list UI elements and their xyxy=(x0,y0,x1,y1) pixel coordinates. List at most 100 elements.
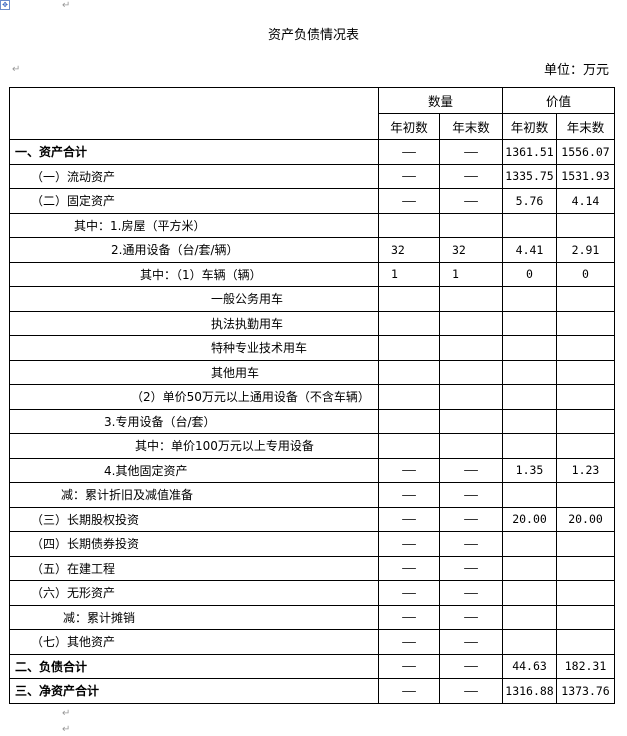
cell-v-end xyxy=(556,629,615,655)
cell-v-begin: 5.76 xyxy=(502,188,557,214)
cell-q-end: —— xyxy=(439,580,503,606)
table-row: （六）无形资产 —— —— xyxy=(9,580,615,606)
cell-v-end xyxy=(556,555,615,581)
cell-q-begin xyxy=(378,384,440,410)
row-label: 二、负债合计 xyxy=(9,653,379,679)
row-label: （2）单价50万元以上通用设备（不含车辆） xyxy=(9,384,379,410)
table-move-handle-icon[interactable]: ✥ xyxy=(0,0,10,10)
cell-v-begin xyxy=(502,555,557,581)
cell-v-begin xyxy=(502,286,557,312)
paragraph-mark-icon: ↵ xyxy=(62,0,71,11)
cell-q-begin: —— xyxy=(378,531,440,557)
row-label: （四）长期债券投资 xyxy=(9,531,379,557)
cell-v-begin xyxy=(502,359,557,385)
header-quantity-end: 年末数 xyxy=(439,113,503,140)
table-row: （二）固定资产 —— —— 5.76 4.14 xyxy=(9,188,615,214)
cell-q-begin: 1 xyxy=(378,261,440,287)
cell-v-begin xyxy=(502,433,557,459)
table-header-row: 数量 价值 xyxy=(9,87,615,140)
cell-q-begin: —— xyxy=(378,555,440,581)
row-label: 其中：1.房屋（平方米） xyxy=(9,212,379,238)
cell-v-end xyxy=(556,408,615,434)
table-row: 其中：单价100万元以上专用设备 xyxy=(9,433,615,459)
row-label: （一）流动资产 xyxy=(9,163,379,189)
row-label: 一般公务用车 xyxy=(9,286,379,312)
cell-q-begin: —— xyxy=(378,188,440,214)
cell-v-begin: 1316.88 xyxy=(502,678,557,704)
cell-q-end: —— xyxy=(439,531,503,557)
cell-q-begin xyxy=(378,286,440,312)
cell-v-end xyxy=(556,433,615,459)
table-row: （2）单价50万元以上通用设备（不含车辆） xyxy=(9,384,615,410)
table-row: 2.通用设备（台/套/辆） 32 32 4.41 2.91 xyxy=(9,237,615,263)
cell-q-begin xyxy=(378,212,440,238)
header-blank-cell xyxy=(9,87,379,140)
cell-v-end xyxy=(556,531,615,557)
row-label: 一、资产合计 xyxy=(9,139,379,165)
cell-v-end: 0 xyxy=(556,261,615,287)
cell-q-begin: —— xyxy=(378,482,440,508)
cell-v-end xyxy=(556,482,615,508)
cell-v-begin xyxy=(502,335,557,361)
cell-v-end: 2.91 xyxy=(556,237,615,263)
cell-q-begin: —— xyxy=(378,678,440,704)
table-row: 其中：（1）车辆（辆） 1 1 0 0 xyxy=(9,261,615,287)
paragraph-mark-icon: ↵ xyxy=(12,64,21,75)
cell-v-begin: 20.00 xyxy=(502,506,557,532)
cell-q-end: —— xyxy=(439,604,503,630)
cell-q-begin: —— xyxy=(378,629,440,655)
cell-q-end: —— xyxy=(439,457,503,483)
row-label: 2.通用设备（台/套/辆） xyxy=(9,237,379,263)
cell-q-begin: —— xyxy=(378,139,440,165)
table-row: 二、负债合计 —— —— 44.63 182.31 xyxy=(9,653,615,679)
cell-v-begin xyxy=(502,212,557,238)
table-row: （四）长期债券投资 —— —— xyxy=(9,531,615,557)
row-label: 减：累计摊销 xyxy=(9,604,379,630)
cell-q-end xyxy=(439,408,503,434)
table-row: 特种专业技术用车 xyxy=(9,335,615,361)
table-subheader-row: 年初数 年末数 年初数 年末数 xyxy=(10,113,615,140)
cell-v-end xyxy=(556,384,615,410)
cell-v-end xyxy=(556,580,615,606)
row-label: 其他用车 xyxy=(9,359,379,385)
cell-q-end: —— xyxy=(439,678,503,704)
cell-v-begin: 1361.51 xyxy=(502,139,557,165)
table-row: 减：累计摊销 —— —— xyxy=(9,604,615,630)
cell-q-begin: —— xyxy=(378,163,440,189)
cell-q-begin: —— xyxy=(378,580,440,606)
cell-q-begin xyxy=(378,310,440,336)
cell-v-begin xyxy=(502,604,557,630)
cell-q-end: —— xyxy=(439,653,503,679)
cell-v-end xyxy=(556,286,615,312)
header-quantity: 数量 xyxy=(378,87,503,114)
row-label: 三、净资产合计 xyxy=(9,678,379,704)
cell-v-end xyxy=(556,310,615,336)
cell-q-begin xyxy=(378,433,440,459)
cell-q-end: —— xyxy=(439,163,503,189)
cell-q-end xyxy=(439,335,503,361)
cell-v-begin xyxy=(502,580,557,606)
cell-v-begin: 1.35 xyxy=(502,457,557,483)
cell-q-begin: —— xyxy=(378,457,440,483)
cell-q-end: —— xyxy=(439,139,503,165)
header-value: 价值 xyxy=(502,87,615,114)
cell-q-end: 1 xyxy=(439,261,503,287)
cell-v-end: 4.14 xyxy=(556,188,615,214)
cell-q-begin xyxy=(378,408,440,434)
row-label: （三）长期股权投资 xyxy=(9,506,379,532)
cell-q-end xyxy=(439,212,503,238)
table-row: 一、资产合计 —— —— 1361.51 1556.07 xyxy=(9,139,615,165)
table-row: 3.专用设备（台/套） xyxy=(9,408,615,434)
cell-q-end: 32 xyxy=(439,237,503,263)
cell-v-end: 1.23 xyxy=(556,457,615,483)
cell-q-end: —— xyxy=(439,188,503,214)
cell-v-end: 1556.07 xyxy=(556,139,615,165)
row-label: 其中：（1）车辆（辆） xyxy=(9,261,379,287)
table-row: 其中：1.房屋（平方米） xyxy=(9,212,615,238)
cell-v-begin xyxy=(502,384,557,410)
table-row: 其他用车 xyxy=(9,359,615,385)
row-label: 其中：单价100万元以上专用设备 xyxy=(9,433,379,459)
row-label: （五）在建工程 xyxy=(9,555,379,581)
cell-q-end xyxy=(439,384,503,410)
cell-v-end xyxy=(556,335,615,361)
